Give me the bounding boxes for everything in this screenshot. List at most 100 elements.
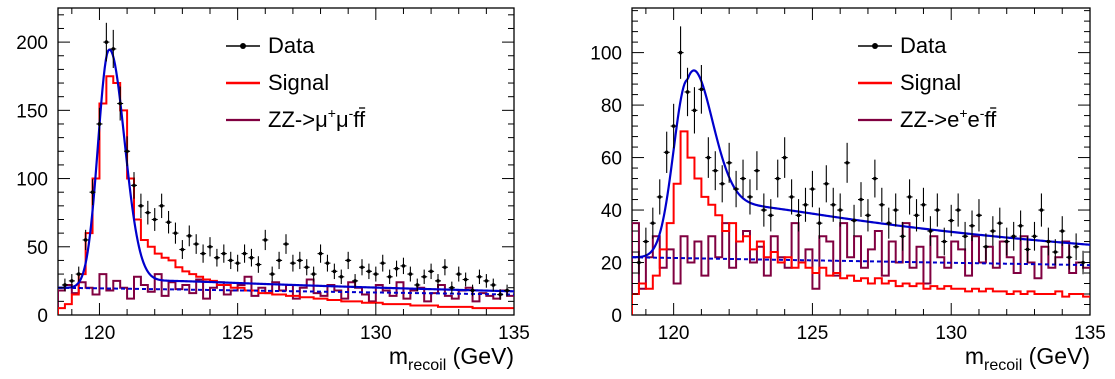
data-marker: [291, 261, 295, 265]
x-tick-label: 125: [222, 323, 254, 344]
x-tick-label: 135: [498, 323, 530, 344]
data-marker: [1074, 244, 1078, 249]
data-point: [96, 107, 103, 141]
y-tick-label: 200: [16, 33, 48, 54]
plot-frame: [631, 7, 1091, 316]
data-marker: [318, 251, 323, 256]
data-point: [934, 193, 941, 227]
data-marker: [768, 213, 773, 218]
data-marker: [83, 238, 88, 242]
data-marker: [762, 208, 766, 212]
data-point: [241, 244, 248, 263]
data-marker: [401, 264, 406, 268]
data-marker: [70, 279, 74, 283]
data-marker: [678, 50, 683, 55]
data-point: [948, 204, 955, 237]
data-marker: [866, 213, 870, 218]
data-point: [844, 142, 851, 183]
data-point: [89, 179, 96, 206]
data-marker: [125, 149, 129, 154]
data-marker: [429, 269, 433, 274]
data-marker: [180, 247, 185, 252]
data-point: [781, 137, 788, 178]
data-point: [310, 266, 317, 282]
signal-histogram: [632, 130, 1090, 315]
data-marker: [921, 202, 926, 207]
data-marker: [692, 108, 697, 113]
data-marker: [298, 258, 302, 263]
data-marker: [984, 244, 988, 249]
legend-bkg-prefix: ZZ->: [900, 107, 947, 132]
data-point: [165, 210, 172, 234]
data-point: [941, 227, 948, 256]
data-marker: [374, 272, 378, 276]
data-point: [871, 159, 878, 198]
data-point: [899, 221, 906, 251]
legend-background-label: ZZ->μ+μ-ff: [268, 105, 366, 132]
data-point: [338, 269, 345, 285]
data-marker: [963, 234, 967, 239]
data-marker: [824, 182, 829, 186]
data-point: [365, 263, 372, 280]
data-marker: [657, 195, 662, 199]
data-point: [969, 210, 976, 242]
data-point: [269, 266, 276, 282]
data-marker: [685, 90, 690, 94]
data-point: [179, 240, 186, 259]
legend-bkg-particle: μ: [315, 107, 328, 132]
data-point: [283, 234, 289, 254]
data-marker: [720, 182, 725, 186]
data-point: [670, 103, 677, 149]
data-marker: [775, 176, 780, 181]
y-tick-label: 20: [601, 254, 622, 275]
data-point: [448, 281, 455, 294]
data-marker: [1018, 223, 1023, 228]
data-marker: [977, 213, 981, 218]
data-marker: [222, 251, 226, 256]
fit-total-curve: [58, 48, 514, 293]
data-marker: [1004, 239, 1009, 244]
data-marker: [194, 242, 198, 246]
data-marker: [118, 101, 122, 106]
data-marker: [332, 269, 337, 274]
x-axis-title-unit: (GeV): [446, 343, 514, 369]
data-point: [110, 29, 117, 68]
y-tick-label: 100: [590, 44, 622, 65]
data-marker: [484, 279, 489, 283]
data-marker: [249, 255, 254, 260]
x-axis-title-main: m: [389, 343, 408, 369]
data-point: [975, 199, 982, 232]
data-marker: [436, 279, 440, 283]
data-marker: [139, 204, 143, 208]
data-point: [705, 137, 712, 178]
data-marker: [325, 261, 330, 265]
data-point: [186, 225, 193, 247]
data-marker: [664, 150, 669, 155]
data-marker: [215, 255, 219, 260]
data-marker: [1053, 250, 1058, 254]
data-point: [234, 254, 241, 272]
data-marker: [456, 272, 461, 276]
data-marker: [997, 221, 1002, 225]
data-point: [61, 278, 68, 292]
data-point: [649, 207, 656, 239]
data-point: [352, 274, 359, 288]
data-point: [982, 233, 989, 261]
data-marker: [270, 272, 274, 276]
data-marker: [706, 155, 711, 160]
data-marker: [1011, 234, 1016, 239]
data-point: [996, 207, 1003, 239]
data-point: [483, 274, 490, 288]
data-point: [435, 274, 441, 288]
legend-bkg-particle: e: [947, 107, 959, 132]
data-marker: [284, 242, 288, 246]
data-point: [200, 244, 207, 263]
y-tick-label: 0: [37, 306, 48, 327]
data-marker: [651, 221, 655, 225]
data-marker: [831, 202, 836, 207]
data-point: [158, 193, 165, 219]
data-point: [823, 165, 830, 203]
